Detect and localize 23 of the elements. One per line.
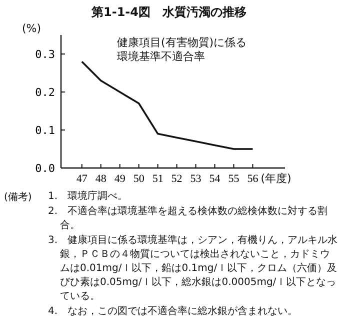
- x-tick-label: 53: [190, 173, 202, 185]
- xlabel: (年度): [260, 171, 292, 186]
- series-label: 健康項目(有害物質)に係る環境基準不適合率: [117, 36, 248, 64]
- x-tick-label: 54: [209, 173, 221, 185]
- x-tick-label: 47: [76, 173, 88, 185]
- annotation: 3. 健康項目に係る環境基準は，シアン，有機りん，アルキル水銀，ＰＣＢの４物質については検出されないこと，カドミウムは0.01mg/ｌ以下，鉛は0.1mg/ｌ以下，クロム（六価）及びひ素は0.05mg/ｌ以下，総水銀は0.0005mg/ｌ以下となっている。: [48, 234, 338, 304]
- y-tick-label: 0.1: [35, 124, 55, 137]
- y-tick-label: 0.3: [35, 48, 55, 61]
- annotation: 4. なお，この図では不適合率に総水銀が含まれない。: [48, 305, 299, 319]
- x-tick-label: 52: [171, 173, 182, 185]
- annotation: (備考): [4, 190, 32, 204]
- x-tick-label: 51: [152, 173, 164, 185]
- annotation: 1. 環境庁調べ。: [48, 190, 129, 204]
- y-tick-label: 0.2: [35, 86, 55, 99]
- annotation: 2. 不適合率は環境基準を超える検体数の総検体数に対する割合。: [48, 205, 329, 233]
- x-tick-label: 55: [228, 173, 240, 185]
- x-tick-label: 50: [133, 173, 145, 185]
- x-tick-label: 56: [247, 173, 259, 185]
- title: 第1-1-4図 水質汚濁の推移: [90, 4, 248, 21]
- ylabel: (%): [22, 22, 42, 35]
- y-tick-label: 0.0: [35, 162, 55, 175]
- x-tick-label: 48: [95, 173, 107, 185]
- x-tick-label: 49: [114, 173, 126, 185]
